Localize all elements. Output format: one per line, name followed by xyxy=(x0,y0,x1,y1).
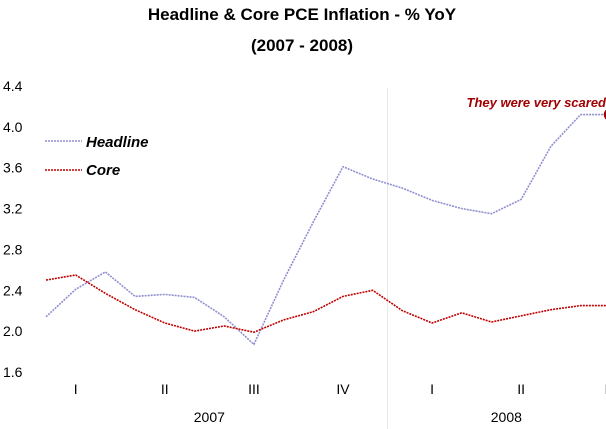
legend-label-core: Core xyxy=(86,162,120,179)
y-tick-label: 3.6 xyxy=(3,160,23,176)
chart-title: Headline & Core PCE Inflation - % YoY xyxy=(148,5,457,24)
x-tick-label: III xyxy=(604,381,606,397)
x-tick-label: IV xyxy=(336,381,350,397)
annotation: They were very scared xyxy=(467,95,606,120)
y-tick-label: 4.4 xyxy=(3,78,23,94)
x-tick-label: I xyxy=(74,381,78,397)
y-tick-label: 2.4 xyxy=(3,282,23,298)
legend: Headline Core xyxy=(45,134,149,179)
y-axis-ticks: 1.6 2.0 2.4 2.8 3.2 3.6 4.0 4.4 xyxy=(3,78,23,380)
series-line-headline xyxy=(45,113,606,346)
x-tick-label: III xyxy=(248,381,260,397)
x-axis: IIIIIIIVIIIIII20072008 xyxy=(74,88,606,429)
y-tick-label: 2.0 xyxy=(3,323,23,339)
series-lines xyxy=(45,113,606,346)
x-tick-label: I xyxy=(430,381,434,397)
annotation-marker xyxy=(603,109,606,120)
year-label: 2008 xyxy=(491,409,522,425)
y-tick-label: 3.2 xyxy=(3,201,23,217)
y-tick-label: 4.0 xyxy=(3,119,23,135)
year-label: 2007 xyxy=(194,409,225,425)
series-line-core xyxy=(45,274,606,334)
annotation-text: They were very scared xyxy=(467,95,606,110)
chart-subtitle: (2007 - 2008) xyxy=(251,36,353,55)
y-tick-label: 1.6 xyxy=(3,364,23,380)
x-tick-label: II xyxy=(517,381,525,397)
x-tick-label: II xyxy=(161,381,169,397)
y-tick-label: 2.8 xyxy=(3,241,23,257)
legend-label-headline: Headline xyxy=(86,134,149,151)
